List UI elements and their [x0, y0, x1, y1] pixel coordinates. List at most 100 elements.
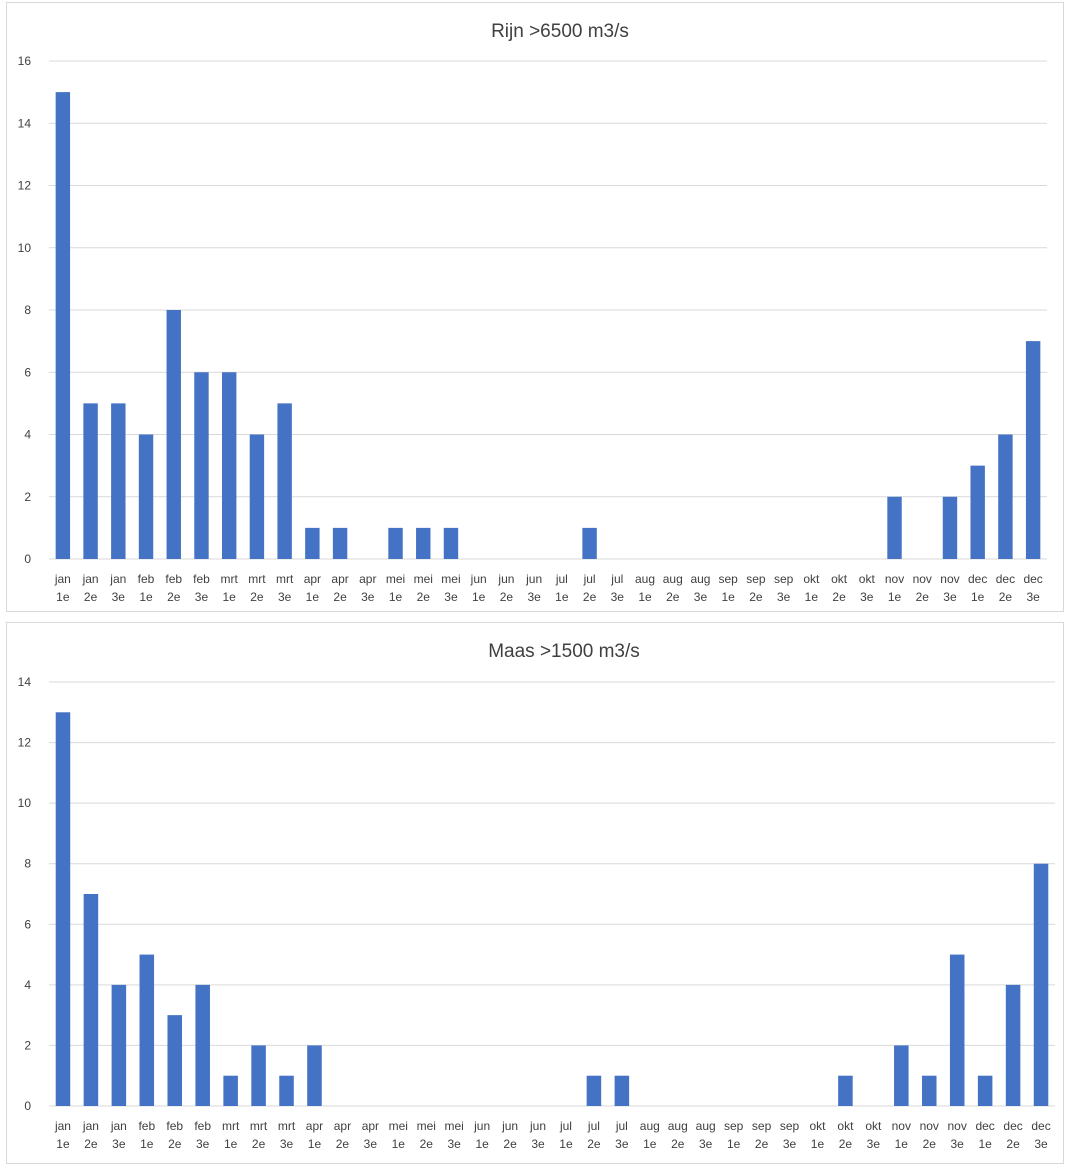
- bar-jul-2e[interactable]: [586, 1075, 602, 1106]
- x-tick-label-month: aug: [663, 572, 683, 586]
- x-tick-label-decade: 1e: [140, 1137, 154, 1151]
- bar-mrt-2e[interactable]: [249, 434, 265, 560]
- x-tick-label-month: jun: [529, 1119, 546, 1133]
- bar-jan-1e[interactable]: [55, 92, 71, 559]
- x-tick-label-decade: 3e: [196, 1137, 210, 1151]
- bar-jan-2e[interactable]: [83, 894, 99, 1106]
- chart-title: Maas >1500 m3/s: [488, 641, 640, 662]
- chart-rijn[interactable]: Rijn >6500 m3/s 0 2 4 6 8 10 12 14 16 jan 1e jan 2e ja…: [6, 2, 1064, 612]
- x-tick-label-decade: 1e: [805, 590, 819, 604]
- y-tick-label: 12: [18, 736, 32, 750]
- x-tick-label-decade: 1e: [978, 1137, 992, 1151]
- bar-jan-1e[interactable]: [55, 712, 71, 1106]
- bar-jul-2e[interactable]: [582, 527, 597, 559]
- y-tick-label: 10: [18, 796, 32, 810]
- bar-feb-2e[interactable]: [166, 310, 181, 559]
- bar-dec-2e[interactable]: [1005, 984, 1021, 1106]
- x-tick-label-month: apr: [359, 572, 376, 586]
- x-tick-label-decade: 3e: [448, 1137, 462, 1151]
- x-tick-label-month: aug: [640, 1119, 660, 1133]
- x-tick-label-decade: 1e: [643, 1137, 657, 1151]
- bar-jan-3e[interactable]: [111, 984, 127, 1106]
- bar-dec-1e[interactable]: [970, 465, 985, 559]
- bar-okt-2e[interactable]: [838, 1075, 853, 1106]
- x-tick-label-decade: 2e: [832, 590, 846, 604]
- bar-mrt-1e[interactable]: [223, 1075, 238, 1106]
- chart-maas[interactable]: Maas >1500 m3/s 0 2 4 6 8 10 12 14 jan 1e jan 2e jan 3…: [6, 622, 1064, 1164]
- x-tick-label-decade: 2e: [749, 590, 763, 604]
- x-tick-label-month: okt: [837, 1119, 854, 1133]
- bar-jul-3e[interactable]: [614, 1075, 630, 1106]
- x-tick-label-decade: 2e: [167, 590, 181, 604]
- x-tick-label-decade: 1e: [56, 590, 70, 604]
- bar-feb-2e[interactable]: [167, 1015, 183, 1106]
- chart-rijn-canvas: Rijn >6500 m3/s 0 2 4 6 8 10 12 14 16 jan 1e jan 2e ja…: [18, 21, 1047, 604]
- bar-mrt-3e[interactable]: [279, 1075, 294, 1106]
- x-tick-label-decade: 1e: [638, 590, 652, 604]
- bar-dec-1e[interactable]: [977, 1075, 993, 1106]
- bar-apr-1e[interactable]: [305, 527, 320, 559]
- bar-jan-3e[interactable]: [111, 403, 126, 559]
- bar-jan-2e[interactable]: [83, 403, 98, 559]
- y-tick-label: 0: [24, 552, 31, 566]
- x-tick-label-decade: 2e: [839, 1137, 853, 1151]
- x-tick-label-month: jun: [473, 1119, 490, 1133]
- x-tick-label-decade: 2e: [923, 1137, 937, 1151]
- x-tick-label-month: okt: [865, 1119, 882, 1133]
- bar-apr-2e[interactable]: [332, 527, 348, 559]
- x-tick-label-decade: 1e: [389, 590, 403, 604]
- bar-mei-3e[interactable]: [443, 527, 459, 559]
- bar-nov-3e[interactable]: [942, 496, 958, 559]
- x-tick-label-month: jul: [610, 572, 623, 586]
- x-tick-label-month: mei: [386, 572, 405, 586]
- y-tick-label: 14: [18, 675, 32, 689]
- bar-nov-1e[interactable]: [894, 1045, 909, 1106]
- y-tick-label: 8: [24, 303, 31, 317]
- y-tick-label: 14: [18, 116, 32, 130]
- bar-apr-1e[interactable]: [307, 1045, 322, 1106]
- x-tick-label-month: nov: [940, 572, 959, 586]
- x-tick-label-month: aug: [690, 572, 710, 586]
- bar-feb-1e[interactable]: [138, 434, 154, 560]
- x-tick-label-decade: 3e: [1034, 1137, 1048, 1151]
- bar-mrt-2e[interactable]: [251, 1045, 266, 1106]
- x-tick-label-decade: 2e: [420, 1137, 434, 1151]
- bar-mrt-1e[interactable]: [221, 372, 237, 559]
- bar-nov-2e[interactable]: [921, 1075, 937, 1106]
- bar-dec-3e[interactable]: [1033, 863, 1049, 1106]
- y-tick-label: 16: [18, 54, 32, 68]
- x-tick-label-month: aug: [635, 572, 655, 586]
- x-tick-label-decade: 3e: [364, 1137, 378, 1151]
- bar-feb-1e[interactable]: [139, 954, 155, 1106]
- x-tick-label-month: mrt: [276, 572, 294, 586]
- bar-feb-3e[interactable]: [195, 984, 210, 1106]
- x-tick-label-month: dec: [1003, 1119, 1022, 1133]
- x-tick-label-month: dec: [968, 572, 987, 586]
- bar-dec-3e[interactable]: [1025, 341, 1041, 559]
- x-tick-label-month: sep: [774, 572, 794, 586]
- bar-mrt-3e[interactable]: [277, 403, 292, 559]
- x-tick-label-decade: 2e: [500, 590, 514, 604]
- x-tick-label-decade: 2e: [252, 1137, 266, 1151]
- bar-nov-1e[interactable]: [887, 496, 902, 559]
- x-tick-label-month: sep: [719, 572, 739, 586]
- bar-dec-2e[interactable]: [998, 434, 1013, 560]
- x-tick-label-decade: 2e: [84, 590, 98, 604]
- y-tick-label: 0: [24, 1099, 31, 1113]
- bar-feb-3e[interactable]: [194, 372, 209, 559]
- x-tick-label-month: jan: [82, 572, 99, 586]
- chart-maas-canvas: Maas >1500 m3/s 0 2 4 6 8 10 12 14 jan 1e jan 2e jan 3…: [18, 641, 1055, 1151]
- x-tick-label-decade: 3e: [867, 1137, 881, 1151]
- bar-mei-2e[interactable]: [416, 527, 431, 559]
- x-tick-label-month: jan: [54, 1119, 71, 1133]
- x-tick-label-month: feb: [165, 572, 182, 586]
- y-tick-label: 6: [24, 917, 31, 931]
- x-tick-label-decade: 3e: [280, 1137, 294, 1151]
- bar-nov-3e[interactable]: [949, 954, 965, 1106]
- x-tick-label-month: jan: [82, 1119, 99, 1133]
- bar-mei-1e[interactable]: [388, 527, 403, 559]
- y-tick-label: 2: [24, 490, 31, 504]
- x-tick-label-decade: 2e: [755, 1137, 769, 1151]
- x-tick-label-month: okt: [831, 572, 848, 586]
- x-tick-label-month: nov: [885, 572, 904, 586]
